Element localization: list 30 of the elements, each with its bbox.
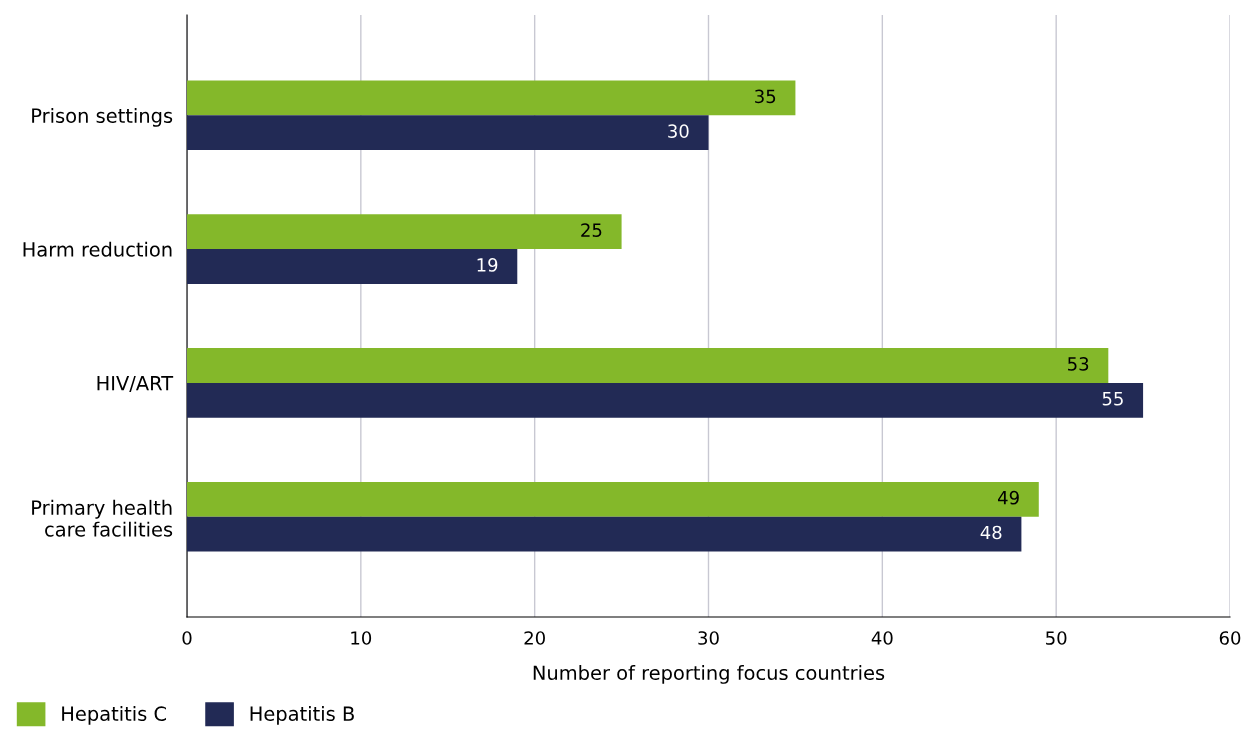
data-label: 35 (755, 89, 776, 104)
legend-label: Hepatitis B (250, 705, 354, 725)
data-label: 25 (581, 223, 602, 237)
data-label: 49 (998, 490, 1019, 505)
data-label: 53 (1068, 357, 1089, 371)
x-tick-label: 20 (524, 631, 545, 645)
bar (187, 249, 518, 284)
bar (187, 348, 1109, 383)
legend-label: Hepatitis C (62, 705, 167, 725)
data-label: 48 (980, 525, 1002, 540)
data-label: 55 (1102, 392, 1123, 406)
x-tick-label: 0 (182, 631, 192, 645)
x-tick-label: 60 (1219, 631, 1241, 645)
bar (187, 481, 1039, 517)
y-tick-label: Harm reduction (23, 241, 172, 257)
x-tick-label: 10 (351, 631, 372, 645)
x-tick-label: 30 (698, 631, 719, 645)
bar (187, 382, 1144, 418)
x-axis-title: Number of reporting focus countries (533, 665, 885, 684)
y-tick-label: Primary health care facilities (32, 499, 173, 537)
data-label: 19 (477, 258, 498, 272)
y-tick-label: Prison settings (32, 107, 173, 127)
data-label: 30 (668, 124, 689, 138)
bar (187, 214, 622, 250)
y-tick-label: HIV/ART (97, 376, 174, 393)
bar (187, 80, 796, 116)
x-tick-label: 40 (871, 631, 893, 645)
bar (187, 115, 709, 151)
bar (187, 516, 1022, 552)
x-tick-label: 50 (1046, 631, 1067, 645)
